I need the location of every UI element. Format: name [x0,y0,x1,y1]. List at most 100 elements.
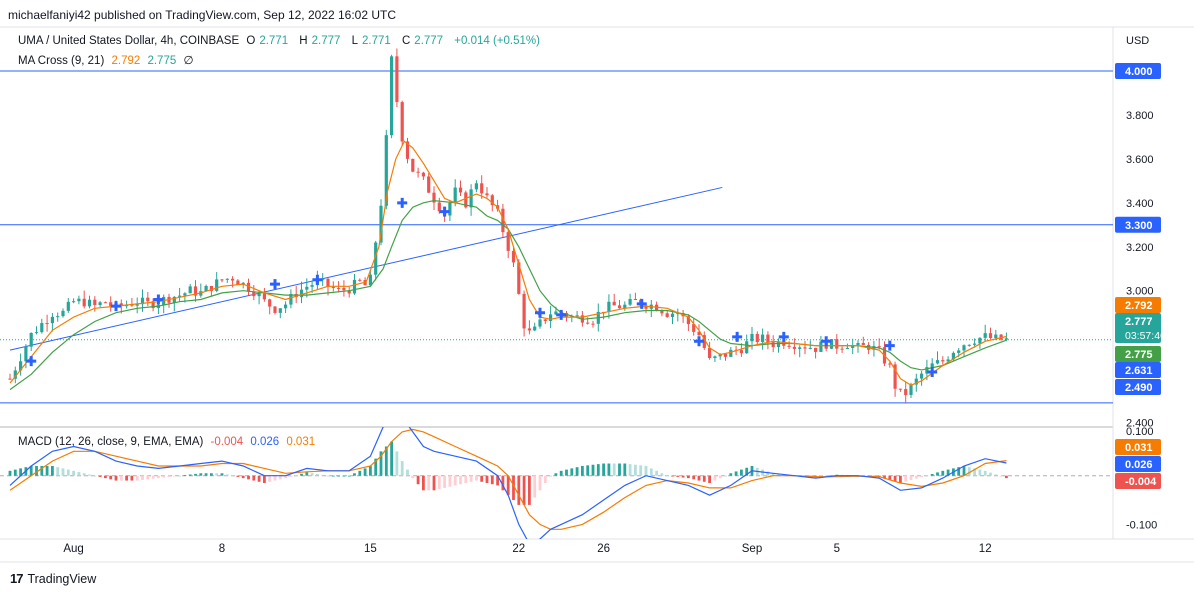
candle-body [188,286,192,294]
high-value: 2.777 [311,35,341,47]
macd-hist-bar [326,475,330,477]
macd-hist-bar [554,473,558,476]
trend-lines[interactable] [9,186,723,351]
macd-hist-bar [66,469,70,476]
macd-hist-bar [469,475,473,482]
macd-hist-bar [623,463,627,476]
candle-body [877,346,881,348]
candle-body [506,232,510,251]
candle-body [284,304,288,309]
ma-cross-legend[interactable]: MA Cross (9, 21) 2.792 2.775 ∅ [18,53,197,67]
macd-hist-bar [904,475,908,482]
price-tick-label: 3.800 [1126,110,1154,122]
candle-body [215,279,219,291]
macd-hist-bar [210,473,213,476]
macd-hist-bar [363,468,367,476]
price-tag-bg [1115,346,1161,362]
candle-body [352,279,357,294]
candle-body [45,323,49,325]
price-axis[interactable]: 3.800 3.600 3.400 3.200 3.000 2.400 [1126,110,1154,430]
macd-hist-bar [957,467,961,476]
candle-body [920,373,924,379]
macd-hist-bar [114,475,118,481]
candle-body [66,301,70,311]
candle-body [967,344,971,346]
candle-body [82,298,86,307]
macd-hist-bar [490,475,494,485]
horizontal-levels[interactable] [0,70,1113,404]
cross-marker [821,336,832,347]
macd-hist-bar [104,475,107,479]
macd-hist-bar [257,475,261,482]
macd-hist-bar [305,472,309,476]
candle-body [8,378,12,380]
macd-hist-bar [19,468,22,476]
candle-body [941,360,945,362]
candle-body [140,297,145,305]
macd-hist-bar [671,475,674,477]
price-tick-label: 3.400 [1126,198,1154,210]
candle-body [326,278,330,287]
time-axis[interactable]: Aug 8 15 22 26 Sep 5 12 [63,543,991,555]
cross-marker [732,331,743,342]
candle-body [861,342,865,345]
macd-hist-bar [549,475,552,477]
macd-hist-bar [51,465,54,476]
macd-hist-bar [575,467,579,476]
price-tag: 2.631 [1125,365,1153,377]
macd-hist-bar [172,475,176,477]
macd-hist-bar [247,475,250,480]
candle-body [840,348,844,350]
macd-hist-bar [538,475,542,491]
macd-hist-bar [416,475,420,485]
macd-hist-bar [316,473,319,476]
macd-hist-bar [581,465,584,476]
candle-body [56,316,60,318]
macd-hist-bar [294,475,298,477]
candle-body [898,388,902,390]
candle-body [702,335,706,348]
cross-marker [312,274,323,285]
macd-hist-bar [888,475,892,481]
candle-body [448,202,452,216]
macd-hist-bar [448,475,452,487]
candle-body [739,350,743,354]
candle-body [273,306,277,313]
macd-hist-bar [427,475,431,491]
candle-body [87,299,92,307]
high-label: H [299,35,308,47]
open-value: 2.771 [259,35,289,47]
candle-body [591,323,595,325]
candle-body [347,290,351,294]
macd-hist-bar [983,470,987,476]
ma-hidden-icon[interactable]: ∅ [183,55,194,67]
macd-hist-bar [273,475,277,481]
macd-hist-bar [40,465,44,476]
macd-hist-bar [920,475,923,478]
candle-body [925,367,929,374]
macd-hist-bar [61,468,65,476]
candle-body [204,286,208,292]
macd-hist-bar [395,451,399,476]
candle-body [951,352,955,360]
macd-hist-bar [151,475,155,479]
tradingview-footer[interactable]: 17 TradingView [10,571,96,586]
macd-legend[interactable]: MACD (12, 26, close, 9, EMA, EMA) -0.004… [18,436,319,448]
candle-body [268,299,272,307]
price-tick-label: 3.600 [1126,154,1154,166]
candle-body [586,322,590,324]
macd-hist-bar [681,475,685,478]
macd-hist-bar [644,465,648,476]
cross-marker [535,307,545,318]
macd-hist-bar [628,464,632,476]
candle-body [358,279,362,281]
macd-hist-bar [358,470,362,476]
candle-body [13,370,17,379]
symbol-legend[interactable]: UMA / United States Dollar, 4h, COINBASE… [18,35,544,47]
macd-hist-bar [512,475,515,501]
time-tick-label: Sep [742,543,762,555]
candle-body [209,286,213,291]
candle-body [692,324,696,332]
price-tag: 2.777 [1125,316,1153,328]
